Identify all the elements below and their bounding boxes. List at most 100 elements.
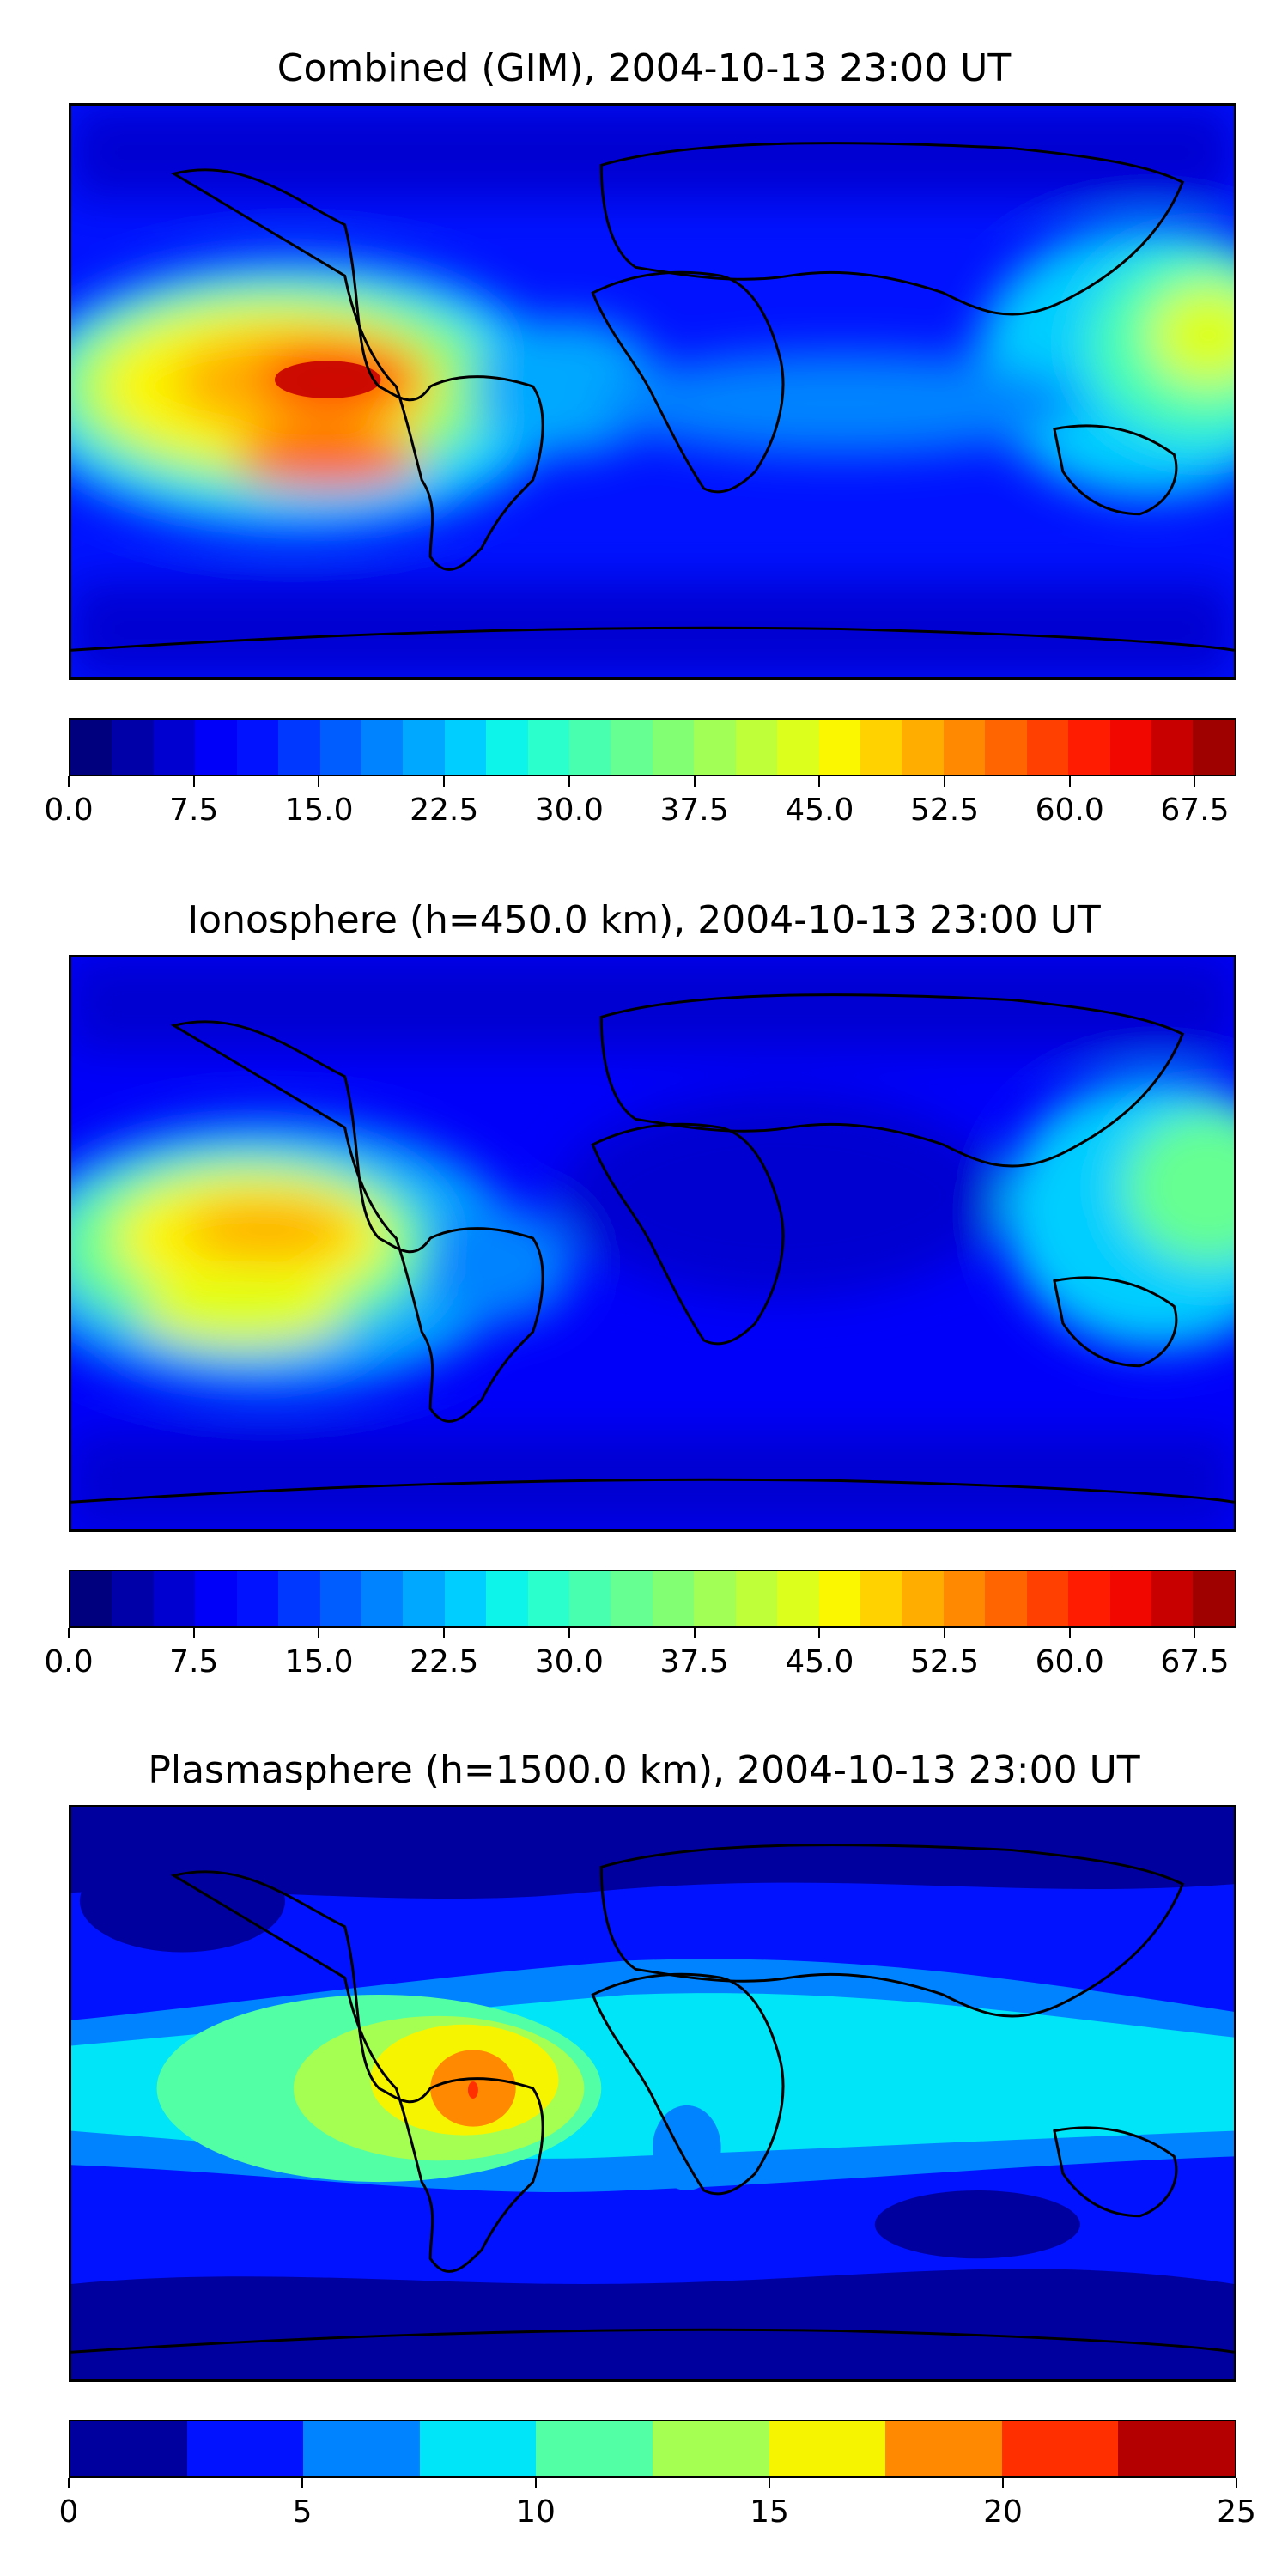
colorbar-tick-label: 22.5 bbox=[410, 1644, 479, 1680]
field-band bbox=[71, 2269, 1234, 2379]
colorbar-level bbox=[1068, 1571, 1110, 1626]
colorbar-level bbox=[403, 720, 445, 775]
colorbar bbox=[69, 2420, 1236, 2478]
colorbar-tick-label: 0.0 bbox=[44, 1644, 94, 1680]
coastlines bbox=[71, 142, 1234, 652]
colorbar-level bbox=[611, 1571, 653, 1626]
colorbar-level bbox=[278, 1571, 320, 1626]
colorbar-tick bbox=[568, 776, 570, 787]
field-blob bbox=[79, 1850, 285, 1953]
colorbar-level bbox=[735, 1571, 778, 1626]
colorbar-tick-label: 30.0 bbox=[534, 793, 604, 828]
colorbar-level bbox=[153, 720, 196, 775]
colorbar-tick bbox=[693, 1628, 696, 1638]
colorbar-level bbox=[1068, 720, 1110, 775]
colorbar-level bbox=[236, 720, 279, 775]
colorbar-level bbox=[885, 2421, 1002, 2476]
colorbar-tick-label: 30.0 bbox=[534, 1644, 604, 1680]
colorbar-level bbox=[1109, 720, 1151, 775]
colorbar-level bbox=[444, 1571, 487, 1626]
colorbar-level bbox=[777, 1571, 819, 1626]
colorbar-tick-label: 15.0 bbox=[284, 793, 354, 828]
colorbar-level bbox=[486, 1571, 528, 1626]
colorbar-level bbox=[112, 1571, 154, 1626]
colorbar-tick bbox=[443, 776, 446, 787]
colorbar-level bbox=[236, 1571, 279, 1626]
colorbar-tick bbox=[68, 2478, 70, 2488]
colorbar-tick-label: 22.5 bbox=[410, 793, 479, 828]
colorbar-level bbox=[818, 720, 861, 775]
colorbar-level bbox=[303, 2421, 420, 2476]
coastlines bbox=[71, 993, 1234, 1504]
colorbar-tick bbox=[68, 776, 70, 787]
colorbar-level bbox=[536, 2421, 653, 2476]
colorbar-tick bbox=[769, 2478, 770, 2488]
colorbar bbox=[69, 1570, 1236, 1628]
field-blob bbox=[558, 1093, 1004, 1298]
field-blob bbox=[472, 318, 661, 455]
colorbar-level bbox=[1109, 1571, 1151, 1626]
colorbar-level bbox=[527, 720, 570, 775]
colorbar-level bbox=[1118, 2421, 1235, 2476]
colorbar-tick bbox=[192, 1628, 195, 1638]
colorbar-level bbox=[569, 1571, 611, 1626]
field-blob bbox=[234, 428, 422, 489]
colorbar-level bbox=[569, 720, 611, 775]
colorbar-ticks: 0 5 10 15 20 25 bbox=[59, 2478, 1256, 2530]
colorbar-level bbox=[1001, 2421, 1119, 2476]
colorbar-level bbox=[1151, 720, 1194, 775]
colorbar-tick bbox=[192, 776, 195, 787]
colorbar-level bbox=[943, 720, 986, 775]
colorbar-level bbox=[419, 2421, 537, 2476]
colorbar-level bbox=[818, 1571, 861, 1626]
colorbar-level bbox=[1026, 1571, 1069, 1626]
colorbar-tick bbox=[944, 1628, 945, 1638]
colorbar-level bbox=[444, 720, 487, 775]
colorbar-tick-label: 67.5 bbox=[1160, 1644, 1230, 1680]
colorbar-tick-label: 0 bbox=[58, 2494, 79, 2530]
colorbar-level bbox=[195, 720, 237, 775]
colorbar-tick-label: 15.0 bbox=[284, 1644, 354, 1680]
colorbar-level bbox=[70, 720, 112, 775]
panel-title: Plasmasphere (h=1500.0 km), 2004-10-13 2… bbox=[148, 1748, 1140, 1792]
colorbar-tick bbox=[693, 776, 696, 787]
colorbar-level bbox=[486, 720, 528, 775]
colorbar-level bbox=[902, 720, 944, 775]
colorbar-tick bbox=[318, 776, 320, 787]
colorbar-level bbox=[985, 720, 1027, 775]
colorbar-tick bbox=[818, 776, 821, 787]
colorbar-ticks: 0.0 7.5 15.0 22.5 30.0 37.5 45.0 52.5 60.0 67.5 bbox=[44, 1628, 1236, 1680]
colorbar-tick-label: 52.5 bbox=[909, 793, 980, 828]
colorbar-tick-label: 7.5 bbox=[169, 793, 219, 828]
colorbar-level bbox=[860, 1571, 902, 1626]
colorbar-level bbox=[769, 2421, 886, 2476]
colorbar-level bbox=[361, 1571, 404, 1626]
colorbar-level bbox=[860, 720, 902, 775]
coastlines bbox=[71, 1844, 1234, 2354]
field-band bbox=[71, 1807, 1234, 1899]
colorbar-tick bbox=[1194, 776, 1196, 787]
colorbar-level bbox=[611, 720, 653, 775]
colorbar-tick-label: 15 bbox=[750, 2494, 789, 2530]
field-blob bbox=[601, 352, 1080, 455]
colorbar-level bbox=[70, 1571, 112, 1626]
field-band bbox=[71, 1434, 1234, 1529]
colorbar-level bbox=[1193, 1571, 1235, 1626]
colorbar-level bbox=[186, 2421, 304, 2476]
colorbar-level bbox=[153, 1571, 196, 1626]
colorbar-tick-label: 25 bbox=[1217, 2494, 1256, 2530]
colorbar-level bbox=[403, 1571, 445, 1626]
colorbar-tick-label: 52.5 bbox=[909, 1644, 980, 1680]
tec-map-ionosphere bbox=[69, 955, 1236, 1532]
colorbar-tick bbox=[535, 2478, 537, 2488]
colorbar-level bbox=[195, 1571, 237, 1626]
colorbar-level bbox=[278, 720, 320, 775]
colorbar-level bbox=[70, 2421, 187, 2476]
field-blob bbox=[653, 2105, 721, 2190]
colorbar-tick-label: 37.5 bbox=[659, 793, 729, 828]
colorbar-level bbox=[652, 2421, 769, 2476]
max-blob bbox=[467, 2081, 478, 2099]
colorbar-level bbox=[1193, 720, 1235, 775]
field-band bbox=[71, 582, 1234, 677]
field-blob bbox=[182, 1200, 354, 1260]
